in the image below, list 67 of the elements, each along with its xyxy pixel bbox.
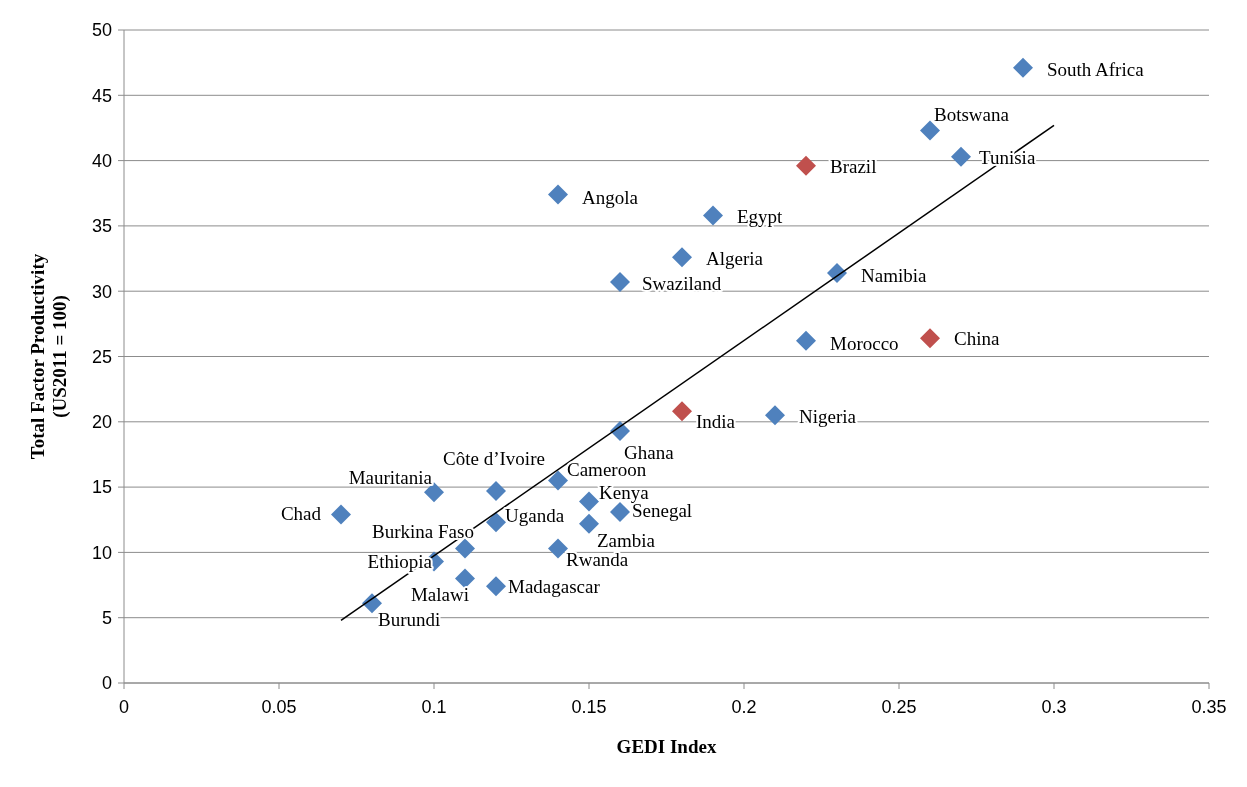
y-tick-label: 5 xyxy=(101,608,112,628)
x-tick-label: 0.35 xyxy=(1191,697,1227,717)
point xyxy=(331,504,351,525)
x-axis-title: GEDI Index xyxy=(616,736,717,757)
y-tick-label: 0 xyxy=(101,673,112,694)
point xyxy=(579,513,599,534)
y-tick-label: 45 xyxy=(91,85,112,106)
annotation: Madagascar xyxy=(508,576,601,598)
x-tick-label: 0.25 xyxy=(881,697,917,717)
x-tick-label: 0.15 xyxy=(571,697,607,717)
point xyxy=(796,155,816,176)
annotation: Mauritania xyxy=(348,467,433,489)
annotation: Zambia xyxy=(597,529,656,551)
point xyxy=(610,272,630,293)
point xyxy=(486,512,506,533)
point xyxy=(765,405,785,426)
x-tick-label: 0 xyxy=(118,697,130,717)
annotation: Burundi xyxy=(378,609,441,631)
annotation: Kenya xyxy=(599,482,650,504)
annotation: Uganda xyxy=(505,505,565,527)
y-tick-label: 25 xyxy=(91,346,112,367)
point xyxy=(548,538,568,559)
x-tick-label: 0.3 xyxy=(1041,697,1067,717)
point xyxy=(951,146,971,167)
y-tick-label: 20 xyxy=(91,412,112,433)
annotation: Brazil xyxy=(830,155,877,177)
annotation: Swaziland xyxy=(642,273,722,295)
annotation: Côte d’Ivoire xyxy=(443,448,545,470)
point xyxy=(548,470,568,491)
point xyxy=(920,328,940,349)
annotation: Morocco xyxy=(830,332,899,354)
annotation: Malawi xyxy=(410,583,469,605)
point xyxy=(486,576,506,597)
point xyxy=(1013,57,1033,78)
y-tick-label: 50 xyxy=(91,20,112,41)
annotation: Namibia xyxy=(861,264,927,286)
y-tick-label: 15 xyxy=(91,477,112,498)
annotation: South Africa xyxy=(1047,58,1145,80)
point xyxy=(672,401,692,422)
point xyxy=(610,501,630,522)
y-tick-label: 10 xyxy=(91,542,112,563)
point xyxy=(486,481,506,502)
point xyxy=(703,205,723,226)
point xyxy=(920,120,940,141)
annotation: Chad xyxy=(280,502,322,524)
annotation: China xyxy=(954,328,1000,350)
annotation: Nigeria xyxy=(799,406,857,428)
annotation: Botswana xyxy=(934,103,1010,125)
x-tick-label: 0.2 xyxy=(731,697,757,717)
point xyxy=(455,568,475,589)
x-tick-label: 0.1 xyxy=(421,697,447,717)
point xyxy=(455,538,475,559)
annotation: India xyxy=(696,411,736,433)
point xyxy=(548,184,568,205)
annotation: Algeria xyxy=(706,248,764,270)
point xyxy=(579,491,599,512)
point xyxy=(672,247,692,268)
y-axis-title: Total Factor Productivity (US2011 = 100) xyxy=(27,253,71,460)
point xyxy=(424,482,444,503)
y-tick-label: 35 xyxy=(91,216,112,237)
y-tick-label: 40 xyxy=(91,150,112,171)
y-tick-label: 30 xyxy=(91,281,112,302)
annotation: Rwanda xyxy=(566,549,629,571)
x-tick-label: 0.05 xyxy=(261,697,297,717)
annotation: Angola xyxy=(582,186,639,208)
annotation: Egypt xyxy=(737,206,784,228)
point xyxy=(796,330,816,351)
